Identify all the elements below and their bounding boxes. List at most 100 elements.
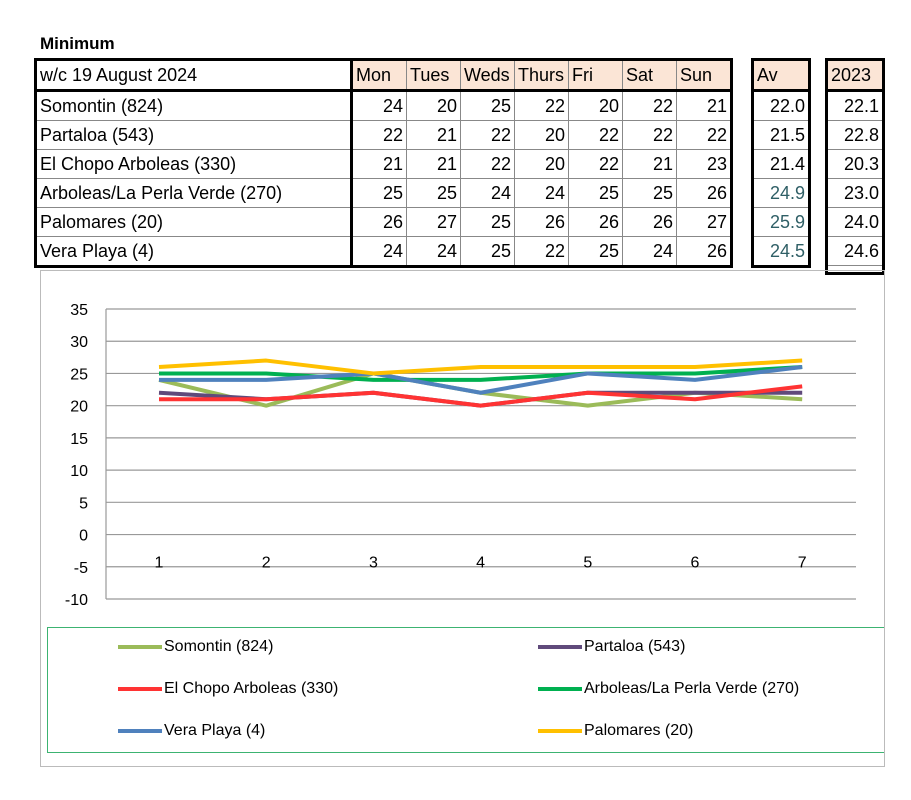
table-cell: 20 bbox=[406, 90, 461, 121]
table-cell: 20 bbox=[514, 120, 569, 150]
table-cell: 26 bbox=[676, 236, 732, 267]
table-cell: Mon bbox=[351, 59, 407, 92]
table-cell: 27 bbox=[406, 207, 461, 237]
table-cell: 20.3 bbox=[826, 149, 884, 179]
previous-year-column: 2023 22.1 22.8 20.3 23.0 24.0 24.6 bbox=[825, 58, 885, 275]
table-cell: 25 bbox=[460, 236, 515, 267]
legend-swatch bbox=[118, 645, 162, 649]
y-tick-label: 35 bbox=[70, 302, 88, 319]
table-cell: 24.9 bbox=[752, 178, 810, 208]
legend-swatch bbox=[538, 687, 582, 691]
table-cell: 27 bbox=[676, 207, 732, 237]
x-tick-label: 7 bbox=[798, 555, 807, 572]
line-chart: 35 30 25 20 15 10 5 0 -5 -10 1 2 3 4 5 6 7 bbox=[40, 270, 885, 767]
table-cell: 22.8 bbox=[826, 120, 884, 150]
table-cell: 22 bbox=[460, 149, 515, 179]
table-row: Vera Playa (4) 24 24 25 22 25 24 26 bbox=[35, 236, 732, 267]
table-cell: 25 bbox=[351, 178, 407, 208]
table-cell: 26 bbox=[676, 178, 732, 208]
legend-label: El Chopo Arboleas (330) bbox=[164, 680, 339, 697]
x-tick-label: 3 bbox=[369, 555, 378, 572]
table-cell: 25 bbox=[622, 178, 677, 208]
table-cell: Weds bbox=[460, 59, 515, 92]
table-row: Somontin (824) 24 20 25 22 20 22 21 bbox=[35, 90, 732, 121]
y-tick-label: 10 bbox=[70, 463, 88, 480]
table-cell: 26 bbox=[351, 207, 407, 237]
x-tick-label: 6 bbox=[691, 555, 700, 572]
chart-svg: 35 30 25 20 15 10 5 0 -5 -10 1 2 3 4 5 6 7 bbox=[65, 302, 856, 609]
x-tick-label: 2 bbox=[262, 555, 271, 572]
table-cell: Arboleas/La Perla Verde (270) bbox=[35, 178, 353, 208]
table-cell: 22.0 bbox=[752, 90, 810, 121]
table-cell: 25 bbox=[568, 236, 623, 267]
table-cell: 22 bbox=[514, 90, 569, 121]
chart-legend: Somontin (824) Partaloa (543) El Chopo Arb… bbox=[47, 627, 884, 753]
table-cell: w/c 19 August 2024 bbox=[35, 59, 353, 92]
legend-swatch bbox=[118, 687, 162, 691]
table-cell: 23.0 bbox=[826, 178, 884, 208]
y-tick-label: 25 bbox=[70, 366, 88, 383]
table-cell: Partaloa (543) bbox=[35, 120, 353, 150]
table-cell: 25 bbox=[568, 178, 623, 208]
table-cell: 24 bbox=[514, 178, 569, 208]
table-cell: 22 bbox=[460, 120, 515, 150]
x-tick-label: 4 bbox=[476, 555, 485, 572]
table-cell: 21 bbox=[406, 120, 461, 150]
table-row: Palomares (20) 26 27 25 26 26 26 27 bbox=[35, 207, 732, 237]
legend-item: Partaloa (543) bbox=[538, 638, 685, 656]
temperature-table: w/c 19 August 2024 Mon Tues Weds Thurs Fri Sat… bbox=[34, 58, 733, 268]
legend-label: Arboleas/La Perla Verde (270) bbox=[584, 680, 800, 697]
legend-item: Vera Playa (4) bbox=[118, 722, 265, 740]
table-cell: 26 bbox=[568, 207, 623, 237]
table-cell: 25 bbox=[406, 178, 461, 208]
table-cell: 21 bbox=[622, 149, 677, 179]
table-cell: 20 bbox=[568, 90, 623, 121]
y-tick-label: 15 bbox=[70, 431, 88, 448]
table-cell: 24.0 bbox=[826, 207, 884, 237]
table-cell: 24 bbox=[351, 236, 407, 267]
table-cell: 26 bbox=[514, 207, 569, 237]
table-row: Arboleas/La Perla Verde (270) 25 25 24 24 25 2… bbox=[35, 178, 732, 208]
table-cell: Somontin (824) bbox=[35, 90, 353, 121]
series-line bbox=[158, 358, 803, 376]
table-cell: Palomares (20) bbox=[35, 207, 353, 237]
table-cell: Sun bbox=[676, 59, 732, 92]
table-cell: 21.4 bbox=[752, 149, 810, 179]
y-tick-label: -10 bbox=[65, 592, 88, 609]
series-line bbox=[159, 384, 803, 408]
table-cell: 23 bbox=[676, 149, 732, 179]
table-cell: 22 bbox=[568, 120, 623, 150]
table-cell: Tues bbox=[406, 59, 461, 92]
y-tick-label: 30 bbox=[70, 334, 88, 351]
table-cell: 21 bbox=[406, 149, 461, 179]
legend-label: Partaloa (543) bbox=[584, 638, 686, 655]
average-column: Av 22.0 21.5 21.4 24.9 25.9 24.5 bbox=[751, 58, 811, 268]
header-row: w/c 19 August 2024 Mon Tues Weds Thurs Fri Sat… bbox=[35, 59, 732, 92]
series-line bbox=[159, 365, 803, 395]
y-tick-label: -5 bbox=[74, 560, 88, 577]
table-cell: 21 bbox=[676, 90, 732, 121]
x-tick-label: 5 bbox=[583, 555, 592, 572]
table-cell: El Chopo Arboleas (330) bbox=[35, 149, 353, 179]
table-cell: Av bbox=[752, 59, 810, 92]
table-cell: 22.1 bbox=[826, 90, 884, 121]
table-cell: Thurs bbox=[514, 59, 569, 92]
table-cell: 26 bbox=[622, 207, 677, 237]
table-cell: 24 bbox=[406, 236, 461, 267]
table-cell: 20 bbox=[514, 149, 569, 179]
legend-label: Somontin (824) bbox=[164, 638, 274, 655]
table-cell: 24 bbox=[622, 236, 677, 267]
table-cell: 22 bbox=[622, 120, 677, 150]
y-tick-label: 5 bbox=[79, 495, 88, 512]
table-cell: 2023 bbox=[826, 59, 884, 92]
table-cell: 24 bbox=[460, 178, 515, 208]
table-cell: 25 bbox=[460, 207, 515, 237]
table-cell: Sat bbox=[622, 59, 677, 92]
y-tick-label: 0 bbox=[79, 528, 88, 545]
table-cell: 25.9 bbox=[752, 207, 810, 237]
series-line bbox=[159, 365, 803, 382]
table-cell: 21.5 bbox=[752, 120, 810, 150]
table-cell: 24.5 bbox=[752, 236, 810, 267]
table-cell: 22 bbox=[622, 90, 677, 121]
legend-swatch bbox=[538, 645, 582, 649]
